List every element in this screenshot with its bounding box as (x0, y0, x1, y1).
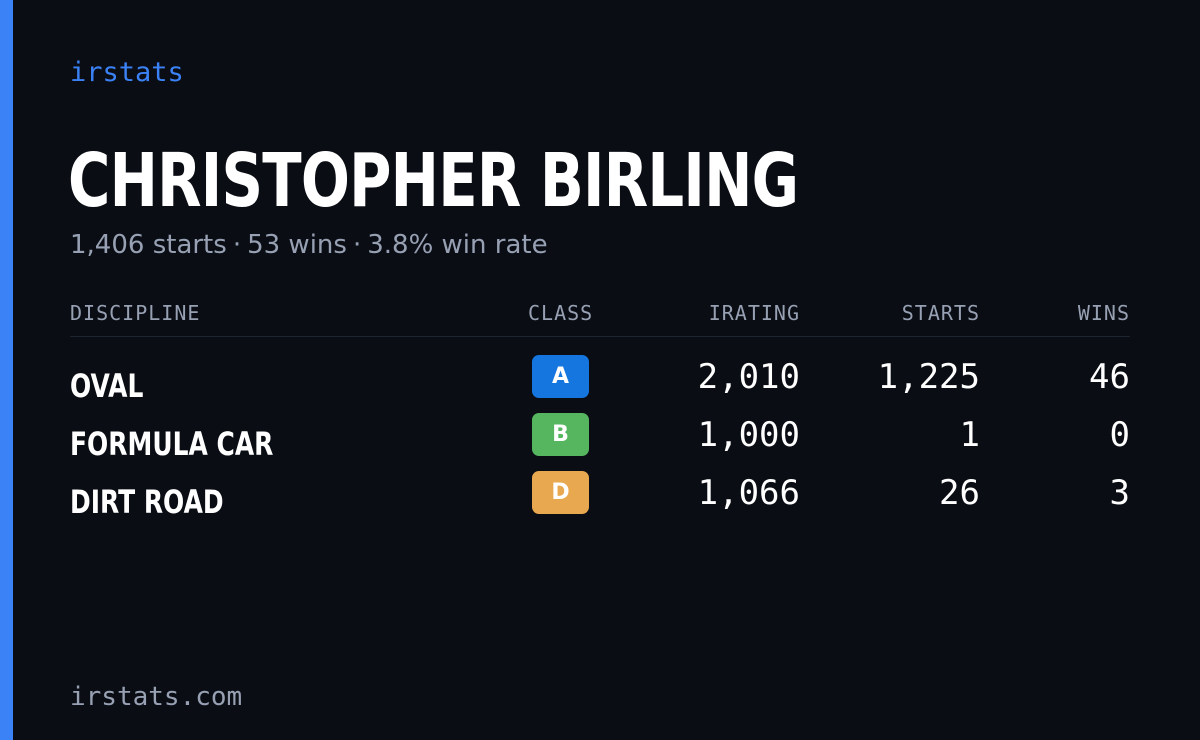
discipline-name: FORMULA CAR (70, 425, 274, 463)
site-url-link[interactable]: irstats.com (70, 682, 243, 712)
table-row: FORMULA CAR B 1,000 1 0 (70, 411, 1130, 469)
driver-name: CHRISTOPHER BIRLING (68, 138, 799, 224)
class-badge: A (532, 355, 589, 398)
wins-value: 0 (1109, 415, 1130, 455)
header-starts: STARTS (901, 301, 980, 325)
starts-value: 26 (939, 473, 980, 513)
starts-value: 1 (959, 415, 980, 455)
table-row: OVAL A 2,010 1,225 46 (70, 353, 1130, 411)
starts-value: 1,225 (877, 357, 980, 397)
irating-value: 1,000 (697, 415, 800, 455)
table-row: DIRT ROAD D 1,066 26 3 (70, 469, 1130, 527)
discipline-name: DIRT ROAD (70, 483, 224, 521)
header-wins: WINS (1077, 301, 1130, 325)
summary-separator: · (352, 230, 362, 260)
table-header: DISCIPLINE CLASS IRATING STARTS WINS (70, 296, 1130, 337)
irating-value: 1,066 (697, 473, 800, 513)
driver-summary: 1,406 starts · 53 wins · 3.8% win rate (70, 228, 548, 262)
class-badge: B (532, 413, 589, 456)
header-irating: IRATING (708, 301, 800, 325)
total-starts: 1,406 starts (70, 230, 227, 260)
wins-value: 46 (1089, 357, 1130, 397)
brand-logo: irstats (70, 57, 184, 88)
win-rate: 3.8% win rate (367, 230, 548, 260)
discipline-stats-table: DISCIPLINE CLASS IRATING STARTS WINS OVA… (70, 296, 1130, 527)
wins-value: 3 (1109, 473, 1130, 513)
header-class: CLASS (528, 301, 594, 325)
header-discipline: DISCIPLINE (70, 301, 201, 325)
accent-bar (0, 0, 13, 740)
class-badge: D (532, 471, 589, 514)
summary-separator: · (232, 230, 242, 260)
total-wins: 53 wins (247, 230, 347, 260)
discipline-name: OVAL (70, 367, 144, 405)
irating-value: 2,010 (697, 357, 800, 397)
